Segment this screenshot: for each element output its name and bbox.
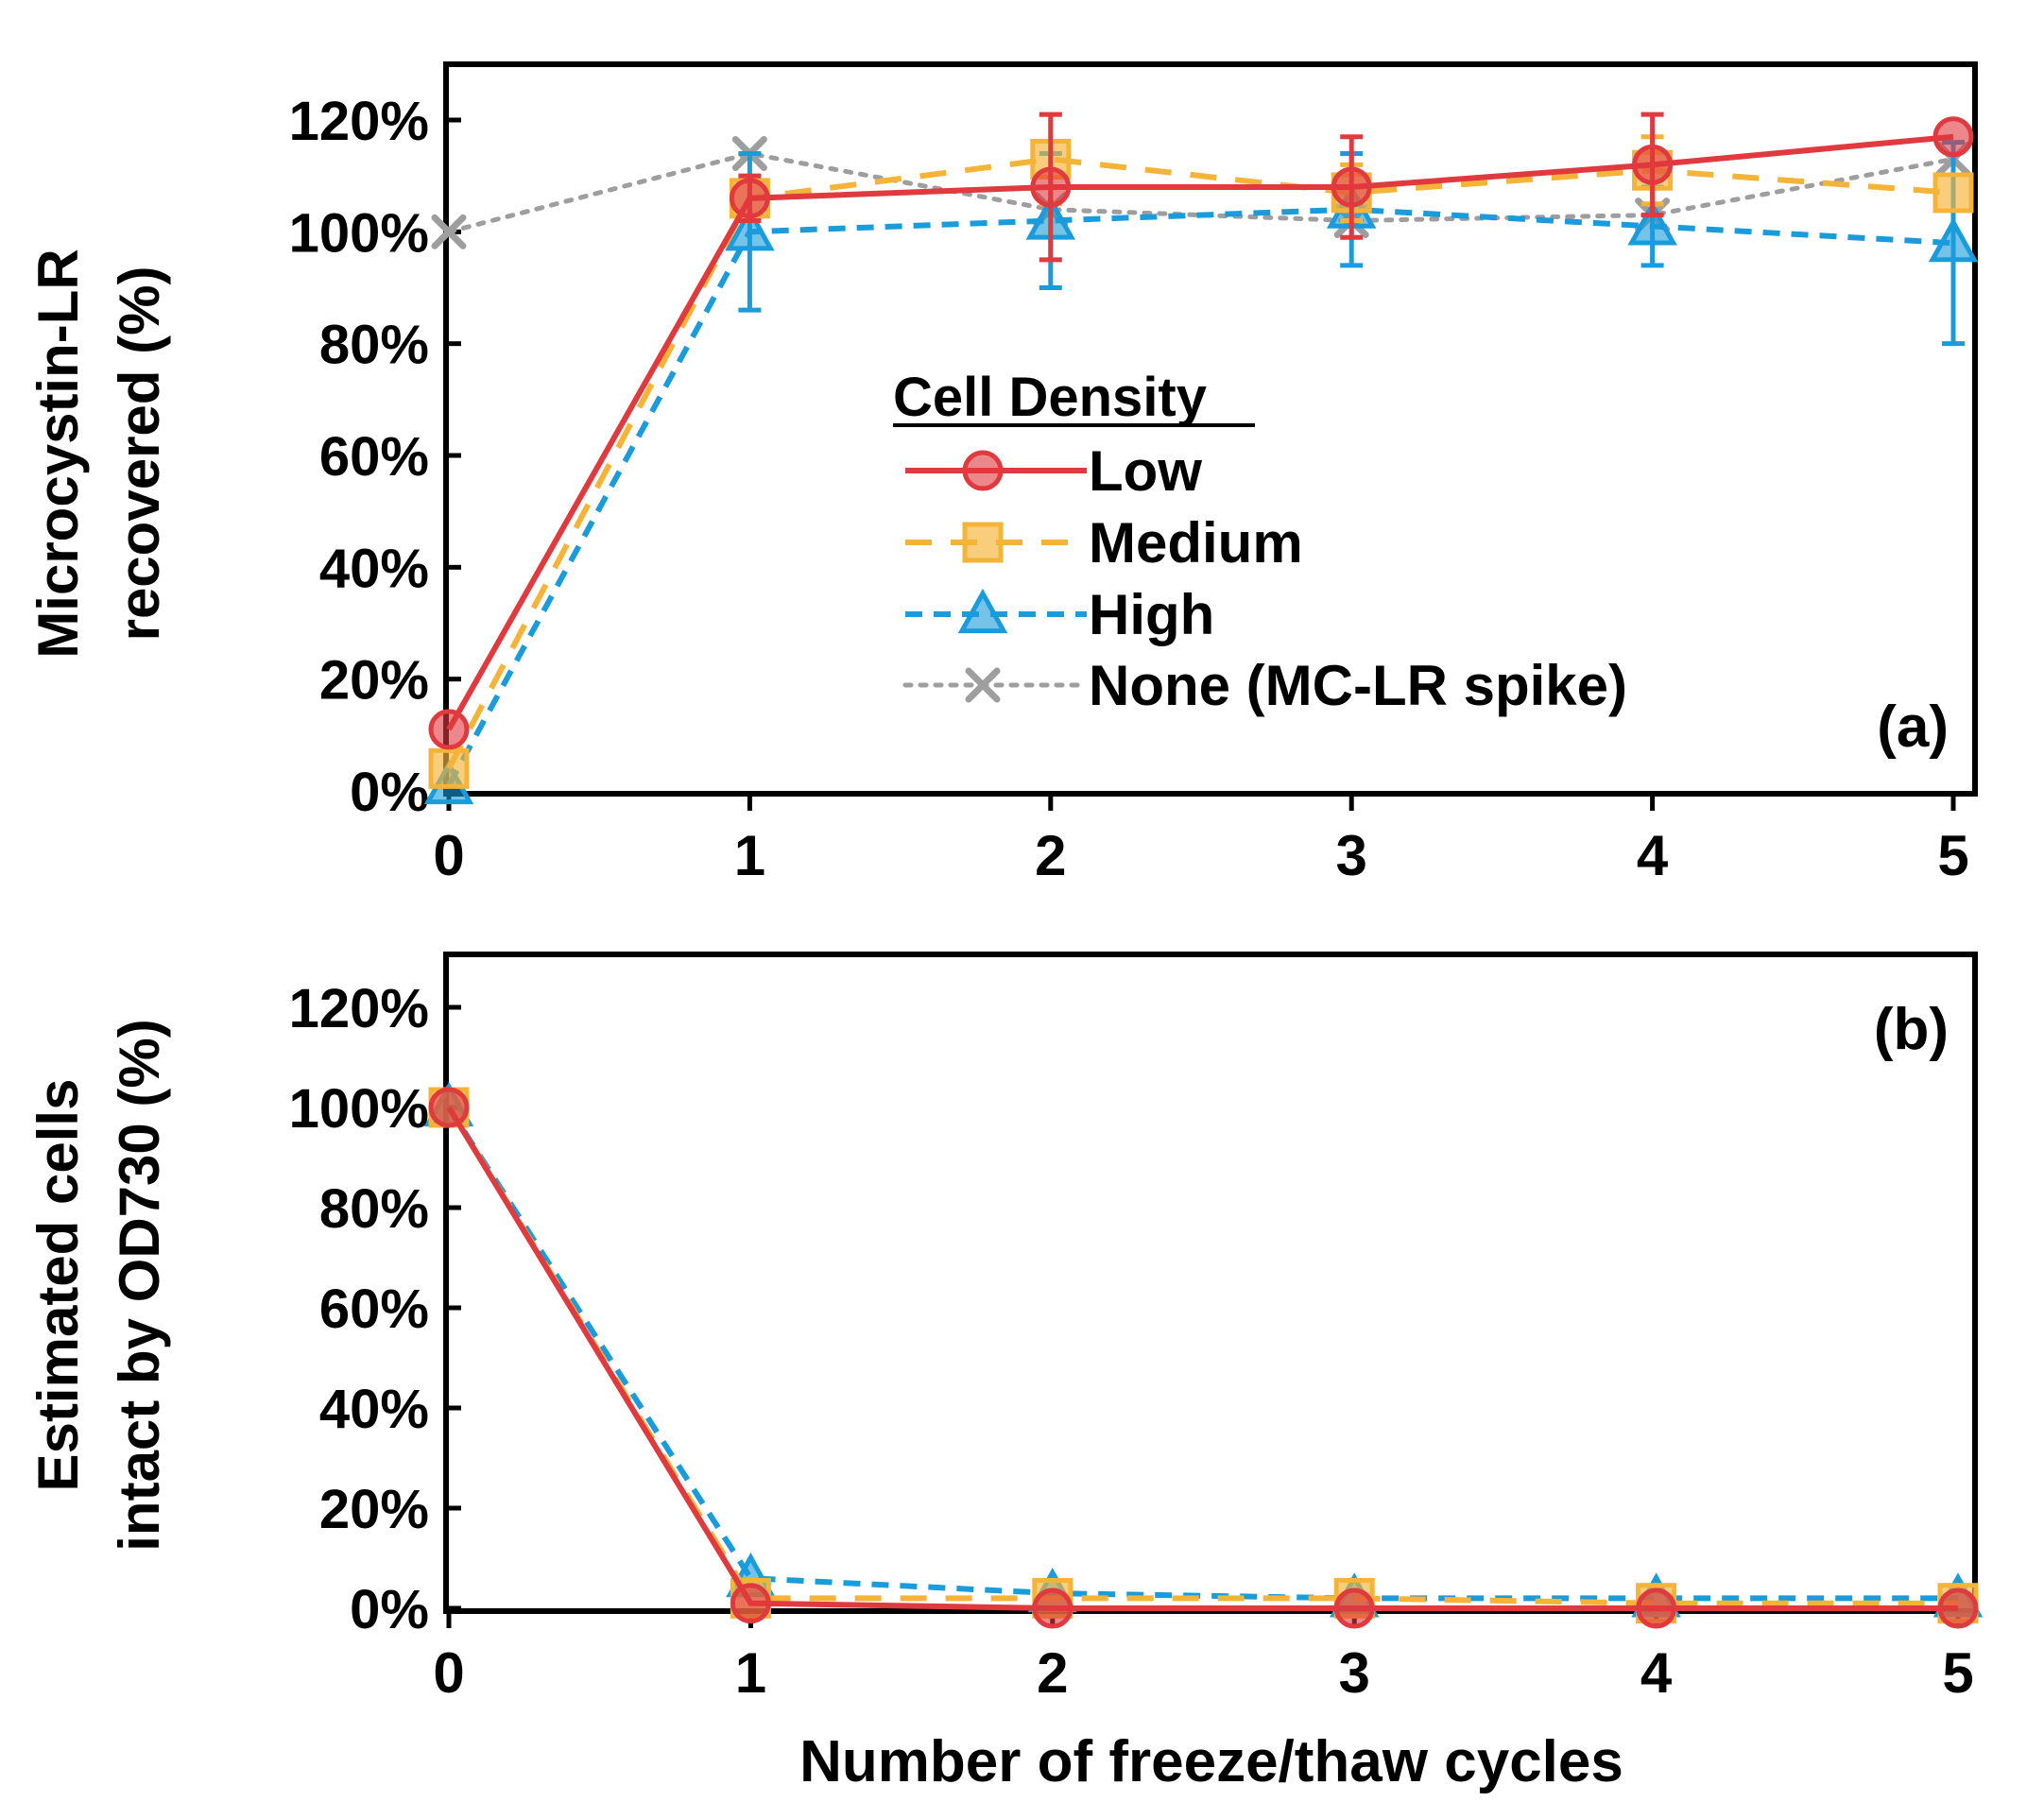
panel-b-point-0-2 <box>1032 1587 1074 1629</box>
panel-a-x-tick-label-4: 4 <box>1637 824 1669 887</box>
panel-b-point-0-3 <box>1333 1587 1375 1629</box>
legend-entry-low: Low <box>905 439 1202 503</box>
panel-a-x-tick-label-0: 0 <box>433 824 464 887</box>
legend-entry-high: High <box>905 583 1214 646</box>
panel-a-point-2-5 <box>1928 217 1979 263</box>
panel-b-x-tick-label-2: 2 <box>1037 1641 1068 1705</box>
panel-a-y-axis-title: Microcystin-LR recovered (%) <box>26 249 171 658</box>
panel-b-series-line-0 <box>446 1106 1958 1611</box>
panel-a-point-0-3 <box>1331 166 1372 208</box>
panel-b-series-line-2 <box>446 1106 1958 1602</box>
legend-entries: Low Medium High None (MC-LR spike) <box>902 439 1627 717</box>
panel-a-x-tick-label-1: 1 <box>734 824 765 887</box>
legend-marker-2 <box>957 588 1008 634</box>
panel-a-y-tick-label-4: 80% <box>319 315 429 376</box>
panel-b-x-tick-label-5: 5 <box>1942 1641 1973 1705</box>
panel-a-y-tick-label-2: 40% <box>319 538 429 599</box>
panel-a-point-3-0-stroke-2 <box>431 214 467 249</box>
legend-entry-none: None (MC-LR spike) <box>902 654 1627 717</box>
panel-b-y-tick-label-4: 80% <box>319 1178 429 1240</box>
panel-b-y-axis-title: Estimated cells intact by OD730 (%) <box>26 1019 171 1551</box>
panel-b-x-axis-title: Number of freeze/thaw cycles <box>799 1729 1623 1794</box>
panel-b-plot-frame <box>443 952 1978 1614</box>
panel-a-x-tick-label-5: 5 <box>1937 824 1968 887</box>
panel-b-y-tick-label-0: 0% <box>350 1579 429 1640</box>
panel-b-x-tick-label-1: 1 <box>735 1641 766 1705</box>
legend-entry-medium: Medium <box>905 511 1303 575</box>
panel-b-y-tick-label-5: 100% <box>289 1078 429 1140</box>
legend-title: Cell Density <box>893 367 1207 428</box>
panel-a-point-3-0 <box>431 214 467 249</box>
panel-b-point-0-1 <box>730 1583 771 1624</box>
panel-b-y-axis-title-line-2: intact by OD730 (%) <box>108 1019 171 1551</box>
panel-b-y-tick-label-6: 120% <box>289 978 429 1039</box>
legend-marker-1 <box>962 522 1004 563</box>
panel-a-y-tick-label-3: 60% <box>319 426 429 488</box>
panel-a-y-axis-title-line-2: recovered (%) <box>108 266 171 642</box>
legend-marker-0 <box>962 450 1004 491</box>
panel-a-series-line-3 <box>446 150 1956 234</box>
panel-b: Estimated cells intact by OD730 (%) 0%20… <box>26 952 1984 1794</box>
legend-label-2: High <box>1089 583 1214 646</box>
legend-label-0: Low <box>1089 439 1202 503</box>
panel-a-y-tick-label-0: 0% <box>350 762 429 823</box>
panel-a-y-tick-label-6: 120% <box>289 91 429 152</box>
panel-a-point-1-5 <box>1932 172 1974 214</box>
panel-a-point-1-0 <box>428 747 470 789</box>
panel-b-x-tick-label-3: 3 <box>1339 1641 1370 1705</box>
legend-label-1: Medium <box>1089 511 1303 575</box>
panel-a-label: (a) <box>1877 695 1949 760</box>
panel-a-series-line-2 <box>446 206 1954 787</box>
panel-b-y-tick-label-2: 40% <box>319 1379 429 1440</box>
panel-a-y-axis-title-line-1: Microcystin-LR <box>26 249 90 658</box>
panel-b-y-ticks: 0% 20% 40% 60% 80% 100% 120% <box>289 978 461 1640</box>
panel-a-series-line-0 <box>446 133 1954 731</box>
panel-b-x-ticks: 0 1 2 3 4 5 <box>433 1611 1974 1705</box>
panel-b-series-low <box>428 1087 1979 1629</box>
panel-b-point-0-0 <box>428 1087 470 1128</box>
panel-a-point-0-1 <box>729 178 770 219</box>
panel-a-point-0-5 <box>1932 116 1974 158</box>
panel-b-x-tick-label-0: 0 <box>433 1641 464 1705</box>
legend-label-3: None (MC-LR spike) <box>1089 654 1627 717</box>
panel-b-x-tick-label-4: 4 <box>1640 1641 1673 1705</box>
panel-b-label: (b) <box>1874 997 1949 1062</box>
panel-a-series-low <box>428 112 1974 750</box>
panel-a-x-ticks: 0 1 2 3 4 5 <box>433 794 1969 887</box>
panel-b-y-tick-label-3: 60% <box>319 1278 429 1340</box>
panel-a-series-line-1 <box>446 156 1954 770</box>
legend-marker-3 <box>965 667 1001 703</box>
panel-a-y-ticks: 0% 20% 40% 60% 80% 100% 120% <box>289 91 461 823</box>
panel-a-point-0-4 <box>1632 144 1674 185</box>
panel-b-y-axis-title-line-1: Estimated cells <box>26 1079 90 1492</box>
panel-b-point-0-4 <box>1636 1587 1677 1629</box>
panel-a-x-tick-label-2: 2 <box>1035 824 1066 887</box>
panel-a-point-2-4 <box>1627 200 1677 246</box>
panel-a-y-tick-label-5: 100% <box>289 202 429 264</box>
panel-a-series <box>423 112 1979 805</box>
legend-marker-3-stroke-2 <box>965 667 1001 703</box>
panel-b-point-0-5 <box>1937 1587 1979 1629</box>
panel-b-series <box>423 1081 1984 1629</box>
panel-a-y-tick-label-1: 20% <box>319 650 429 712</box>
panel-a-x-tick-label-3: 3 <box>1336 824 1367 887</box>
panel-a: Microcystin-LR recovered (%) 0% 20% 40% 60%… <box>26 61 1979 887</box>
panel-a-legend: Cell Density Low Medium High None (MC-LR sp… <box>893 367 1627 717</box>
panel-a-point-2-1 <box>725 206 775 251</box>
panel-a-point-0-0 <box>428 709 470 750</box>
panel-b-y-tick-label-1: 20% <box>319 1479 429 1540</box>
panel-a-point-0-2 <box>1030 166 1072 208</box>
